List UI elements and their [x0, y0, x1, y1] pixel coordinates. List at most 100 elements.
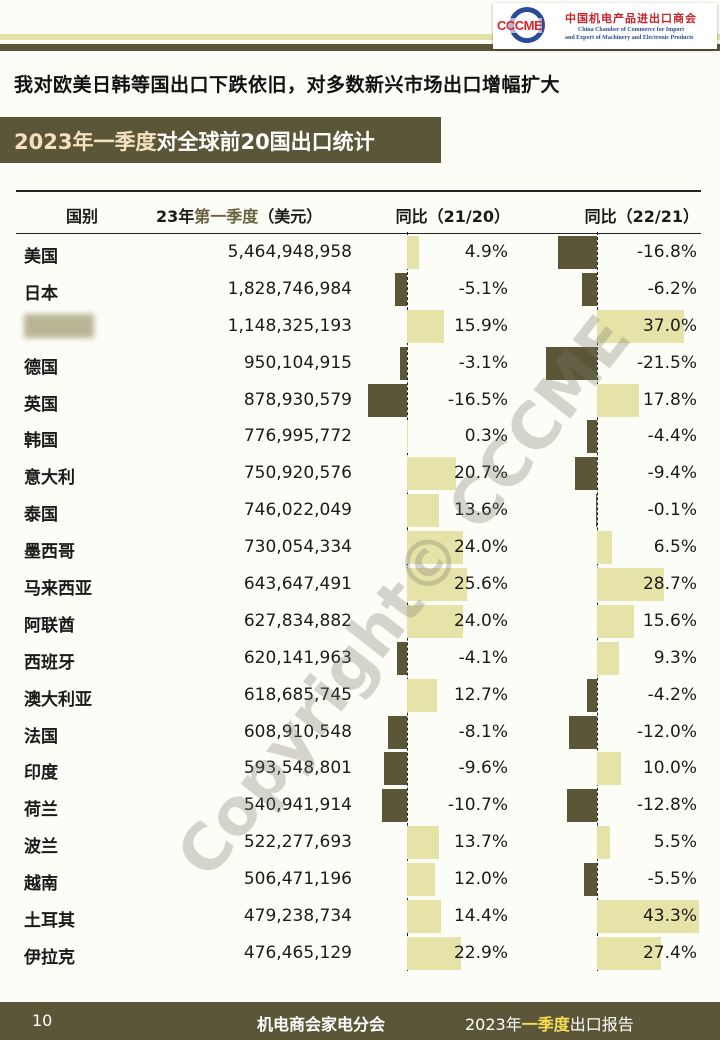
- yoy1-bar: [407, 604, 464, 638]
- yoy2-bar: [596, 494, 597, 528]
- page-footer: 10 机电商会家电分会 2023年一季度出口报告: [0, 1002, 720, 1040]
- export-amount: 506,471,196: [243, 869, 352, 890]
- export-amount: 593,548,801: [243, 758, 352, 779]
- export-amount: 476,465,129: [243, 942, 352, 963]
- logo-name-en-2: and Export of Machinery and Electronic P…: [565, 35, 694, 41]
- country-name: 美国: [24, 247, 58, 267]
- table-row: 荷兰 540,941,914 -10.7% -12.8%: [16, 787, 701, 824]
- yoy1-bar: [387, 715, 407, 749]
- export-amount: 627,834,882: [243, 610, 352, 631]
- yoy2-bar: [597, 309, 684, 343]
- country-name: 泰国: [24, 505, 58, 526]
- yoy2-bar: [597, 568, 665, 602]
- country-name: 马来西亚: [24, 579, 92, 600]
- yoy1-value: 13.6%: [453, 500, 508, 521]
- country-name: 阿联酋: [24, 615, 75, 636]
- table-row: 马来西亚 643,647,491 25.6% 28.7%: [16, 566, 701, 603]
- table-row: 意大利 750,920,576 20.7% -9.4%: [16, 455, 701, 492]
- table-row: 阿联酋 627,834,882 24.0% 15.6%: [16, 603, 701, 640]
- country-name: 德国: [24, 357, 58, 378]
- section-title-bar: 2023年一季度对全球前20国出口统计: [0, 117, 441, 163]
- yoy2-value: -16.8%: [636, 242, 697, 262]
- export-amount: 479,238,734: [243, 906, 352, 927]
- country-name: 波兰: [24, 837, 58, 858]
- yoy1-value: -5.1%: [458, 278, 508, 299]
- export-amount: 643,647,491: [243, 574, 352, 595]
- yoy1-value: -4.1%: [458, 647, 508, 668]
- yoy1-value: 14.4%: [453, 906, 508, 927]
- yoy1-value: -16.5%: [447, 389, 508, 410]
- yoy2-bar: [566, 789, 597, 823]
- export-table: 国别 23年第一季度（美元） 同比（21/20） 同比（22/21） 美国 5,4…: [16, 190, 701, 972]
- yoy2-value: 6.5%: [653, 537, 697, 558]
- title-rest: 对全球前20国出口统计: [156, 130, 375, 154]
- yoy1-bar: [407, 936, 461, 970]
- yoy2-bar: [597, 641, 619, 675]
- yoy2-bar: [582, 272, 597, 306]
- yoy1-value: -9.6%: [458, 758, 508, 779]
- country-name: 越南: [24, 874, 58, 895]
- yoy1-value: 12.7%: [453, 684, 508, 705]
- yoy1-value: 24.0%: [453, 610, 508, 631]
- yoy2-value: 5.5%: [653, 832, 697, 853]
- yoy1-bar: [407, 678, 437, 712]
- header-amount: 23年第一季度（美元）: [156, 207, 323, 226]
- yoy2-bar: [568, 715, 597, 749]
- table-header: 国别 23年第一季度（美元） 同比（21/20） 同比（22/21）: [16, 192, 701, 234]
- yoy2-axis: [597, 232, 598, 971]
- yoy1-bar: [407, 457, 456, 491]
- yoy2-value: -4.4%: [647, 426, 697, 447]
- table-row: 英国 878,930,579 -16.5% 17.8%: [16, 382, 701, 419]
- export-amount: 618,685,745: [243, 684, 352, 705]
- country-name: 伊拉克: [24, 947, 75, 968]
- table-row: 澳大利亚 618,685,745 12.7% -4.2%: [16, 677, 701, 714]
- yoy2-value: -12.8%: [636, 795, 697, 816]
- table-row: 西班牙 620,141,963 -4.1% 9.3%: [16, 640, 701, 677]
- table-row: 越南 506,471,196 12.0% -5.5%: [16, 861, 701, 898]
- yoy2-value: 17.8%: [642, 389, 697, 410]
- yoy1-bar: [368, 383, 407, 417]
- yoy2-bar: [574, 457, 597, 491]
- country-name: 墨西哥: [24, 542, 75, 563]
- yoy1-value: 25.6%: [453, 574, 508, 595]
- yoy1-value: 4.9%: [464, 242, 508, 262]
- country-name: 日本: [24, 283, 58, 304]
- yoy1-bar: [407, 900, 441, 934]
- export-amount: 5,464,948,958: [227, 242, 352, 262]
- yoy1-value: -3.1%: [458, 352, 508, 373]
- table-row: 土耳其 479,238,734 14.4% 43.3%: [16, 898, 701, 935]
- yoy1-bar: [407, 826, 440, 860]
- yoy2-value: -21.5%: [636, 352, 697, 373]
- country-name: 澳大利亚: [24, 689, 92, 710]
- yoy2-bar: [597, 826, 610, 860]
- yoy1-bar: [407, 531, 464, 565]
- table-row: 伊拉克 476,465,129 22.9% 27.4%: [16, 935, 701, 972]
- yoy1-bar: [397, 641, 407, 675]
- yoy2-value: 15.6%: [642, 610, 697, 631]
- yoy1-value: 22.9%: [453, 942, 508, 963]
- yoy1-value: 12.0%: [453, 869, 508, 890]
- country-name: 法国: [24, 726, 58, 747]
- yoy1-bar: [407, 309, 445, 343]
- footer-org: 机电商会家电分会: [257, 1015, 386, 1034]
- country-name: 印度: [24, 763, 58, 784]
- export-amount: 746,022,049: [243, 500, 352, 521]
- yoy1-bar: [381, 789, 407, 823]
- yoy2-value: 37.0%: [642, 315, 697, 336]
- export-amount: 608,910,548: [243, 721, 352, 742]
- table-row: 1,148,325,193 15.9% 37.0%: [16, 308, 701, 345]
- yoy1-value: 0.3%: [464, 426, 508, 447]
- yoy1-bar: [395, 272, 407, 306]
- yoy1-value: -8.1%: [458, 721, 508, 742]
- export-amount: 1,148,325,193: [227, 315, 352, 336]
- yoy2-bar: [597, 752, 621, 786]
- export-amount: 730,054,334: [243, 537, 352, 558]
- yoy2-value: -6.2%: [647, 278, 697, 299]
- table-row: 波兰 522,277,693 13.7% 5.5%: [16, 824, 701, 861]
- yoy2-bar: [597, 604, 634, 638]
- yoy2-value: -9.4%: [647, 463, 697, 484]
- table-row: 德国 950,104,915 -3.1% -21.5%: [16, 345, 701, 382]
- yoy1-value: 13.7%: [453, 832, 508, 853]
- cccme-logo: CCCME 中国机电产品进出口商会 China Chamber of Comme…: [493, 3, 717, 49]
- header-yoy1: 同比（21/20）: [395, 207, 510, 226]
